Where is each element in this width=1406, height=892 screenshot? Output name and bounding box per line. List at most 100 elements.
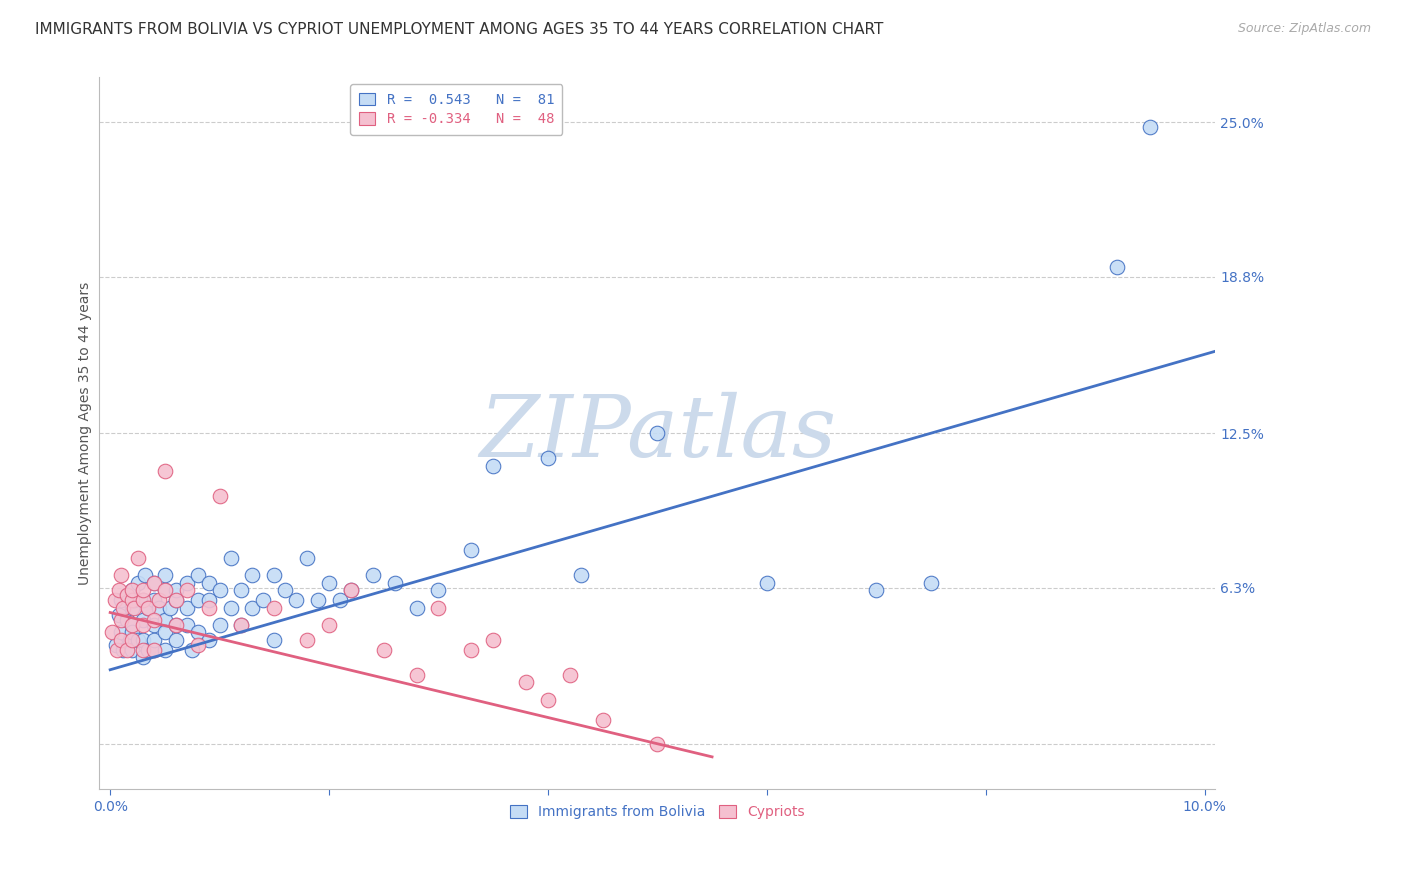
Point: [274, 583, 297, 598]
Point: [295, 550, 318, 565]
Point: [537, 692, 560, 706]
Point: [138, 600, 160, 615]
Point: [592, 713, 614, 727]
Point: [121, 625, 143, 640]
Point: [460, 543, 482, 558]
Point: [187, 625, 209, 640]
Point: [142, 575, 165, 590]
Point: [242, 568, 264, 582]
Point: [647, 426, 669, 441]
Point: [142, 613, 165, 627]
Point: [755, 575, 778, 590]
Point: [427, 583, 450, 598]
Point: [132, 593, 155, 607]
Point: [176, 618, 198, 632]
Point: [110, 625, 132, 640]
Point: [460, 643, 482, 657]
Point: [153, 568, 176, 582]
Point: [569, 568, 592, 582]
Point: [115, 588, 138, 602]
Point: [142, 643, 165, 657]
Point: [121, 583, 143, 598]
Point: [153, 583, 176, 598]
Point: [132, 613, 155, 627]
Text: ZIPatlas: ZIPatlas: [479, 392, 837, 475]
Point: [181, 643, 204, 657]
Point: [165, 618, 187, 632]
Point: [148, 600, 170, 615]
Point: [142, 643, 165, 657]
Point: [340, 583, 363, 598]
Point: [318, 618, 340, 632]
Point: [138, 643, 160, 657]
Point: [118, 632, 141, 647]
Point: [920, 575, 942, 590]
Point: [159, 600, 181, 615]
Point: [121, 643, 143, 657]
Point: [197, 575, 219, 590]
Legend: Immigrants from Bolivia, Cypriots: Immigrants from Bolivia, Cypriots: [505, 800, 810, 825]
Point: [153, 625, 176, 640]
Point: [231, 618, 253, 632]
Point: [187, 568, 209, 582]
Point: [482, 632, 505, 647]
Point: [104, 638, 127, 652]
Point: [103, 593, 125, 607]
Point: [134, 568, 156, 582]
Point: [329, 593, 352, 607]
Point: [865, 583, 887, 598]
Point: [132, 583, 155, 598]
Point: [187, 593, 209, 607]
Point: [340, 583, 363, 598]
Point: [197, 632, 219, 647]
Point: [384, 575, 406, 590]
Point: [110, 613, 132, 627]
Point: [127, 550, 149, 565]
Point: [361, 568, 384, 582]
Point: [112, 643, 135, 657]
Point: [112, 600, 135, 615]
Point: [197, 593, 219, 607]
Point: [187, 638, 209, 652]
Point: [482, 458, 505, 473]
Point: [148, 593, 170, 607]
Point: [122, 593, 145, 607]
Point: [647, 738, 669, 752]
Point: [153, 464, 176, 478]
Point: [307, 593, 329, 607]
Point: [153, 613, 176, 627]
Point: [115, 588, 138, 602]
Point: [110, 568, 132, 582]
Point: [427, 600, 450, 615]
Point: [115, 613, 138, 627]
Point: [115, 643, 138, 657]
Point: [121, 583, 143, 598]
Point: [132, 618, 155, 632]
Point: [176, 583, 198, 598]
Point: [219, 550, 242, 565]
Point: [295, 632, 318, 647]
Point: [110, 632, 132, 647]
Point: [165, 632, 187, 647]
Point: [219, 600, 242, 615]
Point: [142, 618, 165, 632]
Point: [121, 618, 143, 632]
Point: [252, 593, 274, 607]
Point: [132, 632, 155, 647]
Point: [153, 583, 176, 598]
Point: [108, 583, 131, 598]
Point: [142, 575, 165, 590]
Point: [242, 600, 264, 615]
Point: [537, 451, 560, 466]
Point: [108, 607, 131, 622]
Point: [263, 632, 285, 647]
Point: [1105, 260, 1128, 274]
Point: [231, 583, 253, 598]
Point: [263, 568, 285, 582]
Point: [132, 643, 155, 657]
Point: [197, 600, 219, 615]
Point: [127, 575, 149, 590]
Point: [105, 643, 128, 657]
Point: [176, 575, 198, 590]
Point: [121, 600, 143, 615]
